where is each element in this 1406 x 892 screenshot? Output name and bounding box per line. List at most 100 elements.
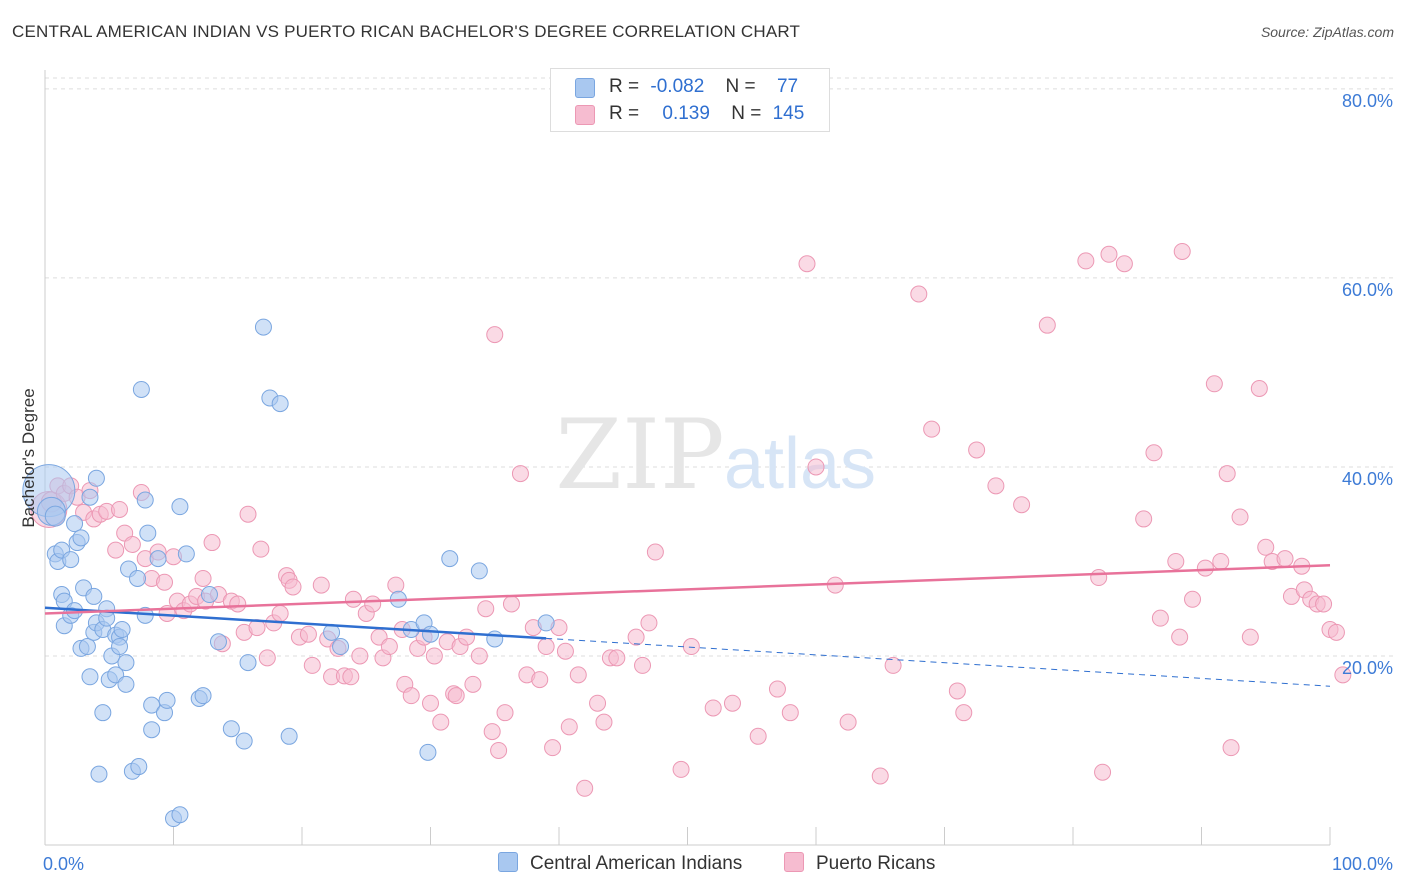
puerto-ricans-point <box>531 671 549 689</box>
bottom-legend-puerto-ricans: Puerto Ricans <box>784 852 935 875</box>
central-american-indians-point <box>44 505 66 527</box>
puerto-ricans-point <box>123 535 141 553</box>
puerto-ricans-point <box>483 723 501 741</box>
axes <box>44 70 1331 846</box>
puerto-ricans-point <box>1241 628 1259 646</box>
puerto-ricans-point <box>351 647 369 665</box>
central-american-indians-point <box>117 675 135 693</box>
central-american-indians-point <box>78 638 96 656</box>
puerto-ricans-point <box>303 656 321 674</box>
central-american-indians-point <box>280 727 298 745</box>
puerto-ricans-point <box>1171 628 1189 646</box>
correlation-legend: R = -0.082 N = 77 R = 0.139 N = 145 <box>550 68 830 132</box>
y-tick-label: 20.0% <box>1342 658 1393 678</box>
puerto-ricans-point <box>1334 666 1352 684</box>
puerto-ricans-point <box>422 694 439 712</box>
puerto-ricans-point <box>1094 763 1112 781</box>
puerto-ricans-point <box>948 682 966 700</box>
puerto-ricans-point <box>1231 508 1249 526</box>
puerto-ricans-point <box>342 668 360 686</box>
puerto-ricans-point <box>807 458 825 476</box>
puerto-ricans-point <box>781 704 799 722</box>
central-american-indians-point <box>537 614 555 632</box>
central-american-indians-point <box>81 668 99 686</box>
bottom-legend-central-american-indians: Central American Indians <box>498 852 742 875</box>
puerto-ricans-point <box>477 600 495 618</box>
y-tick-label: 60.0% <box>1342 280 1393 300</box>
puerto-ricans-point <box>490 741 508 759</box>
puerto-ricans-point <box>1315 595 1333 613</box>
puerto-ricans-point <box>884 656 902 674</box>
central-american-indians-point <box>111 638 129 656</box>
puerto-ricans-point <box>447 687 465 705</box>
central-american-indians-point <box>132 380 150 398</box>
y-tick-label: 80.0% <box>1342 91 1393 111</box>
chart-title: CENTRAL AMERICAN INDIAN VS PUERTO RICAN … <box>12 22 801 41</box>
central-american-indians-point <box>81 488 99 506</box>
puerto-ricans-point <box>749 727 767 745</box>
central-american-indians-point <box>94 704 112 722</box>
central-american-indians-points <box>22 318 555 828</box>
puerto-ricans-point <box>380 638 398 656</box>
legend-r-label: R = <box>609 76 640 97</box>
central-american-indians-point <box>486 630 504 648</box>
central-american-indians-point <box>222 720 240 738</box>
puerto-ricans-point <box>203 534 221 552</box>
central-american-indians-point <box>419 743 437 761</box>
puerto-ricans-point <box>1327 623 1345 641</box>
puerto-ricans-point <box>299 625 317 643</box>
central-american-indians-point <box>177 545 195 563</box>
central-american-indians-point <box>271 395 289 413</box>
puerto-ricans-point <box>364 595 382 613</box>
puerto-ricans-point <box>344 590 362 608</box>
puerto-ricans-point <box>1218 465 1236 483</box>
bottom-legend-swatch-pink <box>784 852 804 872</box>
puerto-ricans-point <box>464 675 482 693</box>
puerto-ricans-point <box>1167 552 1185 570</box>
puerto-ricans-point <box>1013 496 1031 514</box>
puerto-ricans-point <box>457 628 475 646</box>
puerto-ricans-points <box>30 242 1352 797</box>
puerto-ricans-point <box>640 614 658 632</box>
legend-r-value: -0.082 <box>650 76 705 97</box>
puerto-ricans-point <box>537 638 555 656</box>
trend-line-central-american-indians-extension <box>546 637 1331 687</box>
puerto-ricans-point <box>502 595 520 613</box>
central-american-indians-point <box>113 621 131 639</box>
puerto-ricans-point <box>1250 380 1268 398</box>
legend-swatch-pink <box>575 105 595 125</box>
puerto-ricans-point <box>496 704 514 722</box>
trend-line-central-american-indians <box>44 606 547 640</box>
legend-n-label: N = <box>731 103 762 124</box>
central-american-indians-point <box>62 551 80 569</box>
puerto-ricans-point <box>156 573 174 591</box>
central-american-indians-point <box>117 654 135 672</box>
puerto-ricans-point <box>646 543 664 561</box>
central-american-indians-point <box>239 654 257 672</box>
central-american-indians-point <box>139 524 157 542</box>
puerto-ricans-point <box>544 739 562 757</box>
puerto-ricans-point <box>987 477 1005 495</box>
puerto-ricans-point <box>910 285 928 303</box>
central-american-indians-point <box>200 586 218 604</box>
central-american-indians-point <box>470 562 488 580</box>
puerto-ricans-point <box>252 540 270 558</box>
central-american-indians-point <box>332 638 350 656</box>
puerto-ricans-point <box>239 505 257 523</box>
puerto-ricans-point <box>672 760 690 778</box>
legend-n-value: 145 <box>772 103 805 124</box>
trend-line-puerto-ricans <box>44 563 1331 615</box>
puerto-ricans-point <box>1100 245 1118 263</box>
central-american-indians-point <box>66 515 84 533</box>
puerto-ricans-point <box>1196 559 1214 577</box>
central-american-indians-point <box>136 491 154 509</box>
central-american-indians-point <box>143 721 161 739</box>
puerto-ricans-point <box>627 628 645 646</box>
puerto-ricans-point <box>723 694 741 712</box>
puerto-ricans-point <box>1173 242 1191 260</box>
x-tick-label-min: 0.0% <box>43 854 84 874</box>
puerto-ricans-point <box>704 699 722 717</box>
central-american-indians-point <box>72 529 90 547</box>
y-axis-label: Bachelor's Degree <box>19 388 38 527</box>
central-american-indians-point <box>441 550 459 568</box>
